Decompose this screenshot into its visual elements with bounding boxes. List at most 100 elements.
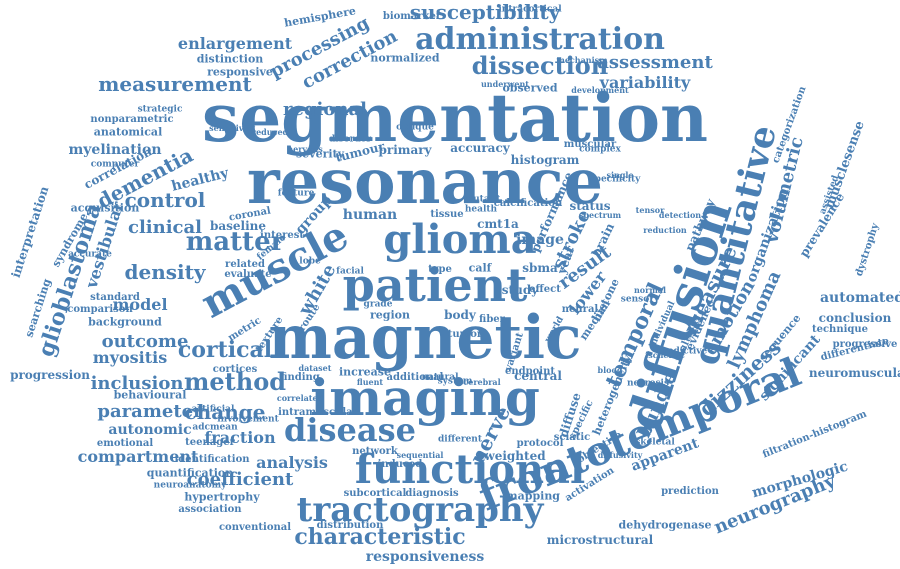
cloud-word: dehydrogenase xyxy=(618,518,712,532)
cloud-word: ischemic xyxy=(645,350,685,360)
cloud-word: sensory xyxy=(620,294,660,305)
cloud-word: development xyxy=(571,85,629,95)
cloud-word: intramuscular xyxy=(278,407,358,418)
cloud-word: susceptibility xyxy=(409,0,561,24)
cloud-word: nonparametric xyxy=(90,114,174,125)
cloud-word: involvement xyxy=(217,414,279,425)
cloud-word: density xyxy=(124,260,206,284)
cloud-word: calf xyxy=(468,261,492,275)
cloud-word: comparison xyxy=(67,304,133,315)
cloud-word: histogram xyxy=(510,153,580,167)
cloud-word: fraction xyxy=(204,428,276,447)
cloud-word: predictive xyxy=(656,346,708,357)
cloud-word: myositis xyxy=(92,348,168,367)
cloud-word: correlated xyxy=(276,393,324,403)
cloud-word: filtration-histogram xyxy=(761,408,869,461)
cloud-word: dataset xyxy=(298,363,332,373)
cloud-word: strategic xyxy=(137,104,183,115)
cloud-word: mechanism xyxy=(556,55,608,65)
cloud-word: study xyxy=(501,283,539,297)
cloud-word: mapping xyxy=(505,489,561,503)
cloud-word: disorder xyxy=(328,134,372,145)
cloud-word: skeletal xyxy=(635,437,675,448)
cloud-word: variability xyxy=(599,73,691,92)
cloud-word: protocol xyxy=(516,438,564,449)
cloud-word: enlargement xyxy=(177,34,293,53)
cloud-word: primary xyxy=(378,143,432,157)
cloud-word: assessment xyxy=(597,52,713,73)
cloud-word: specificity xyxy=(589,174,641,185)
cloud-word: prediction xyxy=(661,486,719,497)
cloud-word: type xyxy=(428,264,452,275)
cloud-word: lobe xyxy=(299,256,321,267)
cloud-word: distribution xyxy=(316,520,384,531)
cloud-word: fluent xyxy=(356,377,384,387)
cloud-word: functional xyxy=(354,446,586,493)
cloud-word: sequential xyxy=(396,450,444,460)
cloud-word: region xyxy=(370,308,410,322)
cloud-word: baseline xyxy=(209,219,267,233)
cloud-word: natural xyxy=(421,372,459,383)
cloud-word: method xyxy=(184,367,286,396)
cloud-word: diagnosis xyxy=(405,488,459,499)
cloud-word: characteristic xyxy=(294,524,466,550)
cloud-word: nervous xyxy=(287,144,323,154)
cloud-word: tumor xyxy=(447,329,483,340)
cloud-word: necrosis xyxy=(626,378,670,389)
cloud-word: additional xyxy=(386,372,444,383)
cloud-word: central xyxy=(514,369,562,383)
cloud-word: standard xyxy=(90,292,140,303)
cloud-word: dissection xyxy=(471,51,609,80)
cloud-word: responsiveness xyxy=(365,549,485,565)
cloud-word: computer xyxy=(90,159,140,170)
cloud-word: microstructural xyxy=(546,533,654,547)
cloud-word: blood xyxy=(597,365,623,375)
cloud-word: analysis xyxy=(256,453,328,472)
cloud-word: conclusion xyxy=(818,311,892,325)
cloud-word: image xyxy=(516,232,564,248)
cloud-word: inclusion xyxy=(90,373,184,394)
cloud-word: neural xyxy=(561,304,599,315)
cloud-word: model xyxy=(112,295,168,314)
cloud-word: technique xyxy=(811,324,869,335)
cloud-word: quantification xyxy=(146,466,234,480)
cloud-word: severity xyxy=(295,147,345,161)
cloud-word: myelination xyxy=(68,142,162,158)
cloud-word: finding xyxy=(280,372,320,383)
cloud-word: disease xyxy=(283,411,417,449)
cloud-word: oblique xyxy=(396,122,434,133)
cloud-word: underwent xyxy=(480,79,530,89)
cloud-word: facial xyxy=(336,266,364,277)
cloud-word: different xyxy=(438,434,482,445)
cloud-word: accuracy xyxy=(450,141,510,155)
cloud-word: single xyxy=(606,170,634,180)
cloud-word: distinction xyxy=(196,52,264,66)
cloud-word: tensor xyxy=(635,205,665,215)
cloud-word: teenager xyxy=(185,437,235,448)
cloud-word: segmentation xyxy=(202,79,708,157)
cloud-word: brain xyxy=(588,220,618,260)
cloud-word: tissue xyxy=(430,209,464,220)
cloud-word: neuromuscular xyxy=(808,366,900,380)
cloud-word: anatomical xyxy=(93,125,163,139)
cloud-word: cortices xyxy=(212,364,258,375)
cloud-word: interpretation xyxy=(8,184,52,280)
cloud-word: related xyxy=(225,259,265,270)
cloud-word: detection xyxy=(658,210,702,220)
cloud-word: outcome xyxy=(101,331,189,352)
cloud-word: intracortical xyxy=(498,4,562,15)
cloud-word: cortical xyxy=(177,337,273,363)
cloud-word: sbma xyxy=(522,261,558,275)
cloud-word: artificial xyxy=(191,404,235,415)
cloud-word: sciatic xyxy=(553,432,591,443)
cloud-word: progressive xyxy=(832,339,898,350)
cloud-word: progression xyxy=(10,368,90,382)
cloud-word: subcortical xyxy=(343,488,407,499)
cloud-word: feature xyxy=(277,188,315,199)
cloud-word: spectrum xyxy=(578,210,622,220)
cloud-word: emotional xyxy=(96,438,154,449)
cloud-word: acquisition xyxy=(70,201,140,215)
cloud-word: hypertrophy xyxy=(184,490,260,504)
cloud-word: coefficient xyxy=(186,469,294,490)
